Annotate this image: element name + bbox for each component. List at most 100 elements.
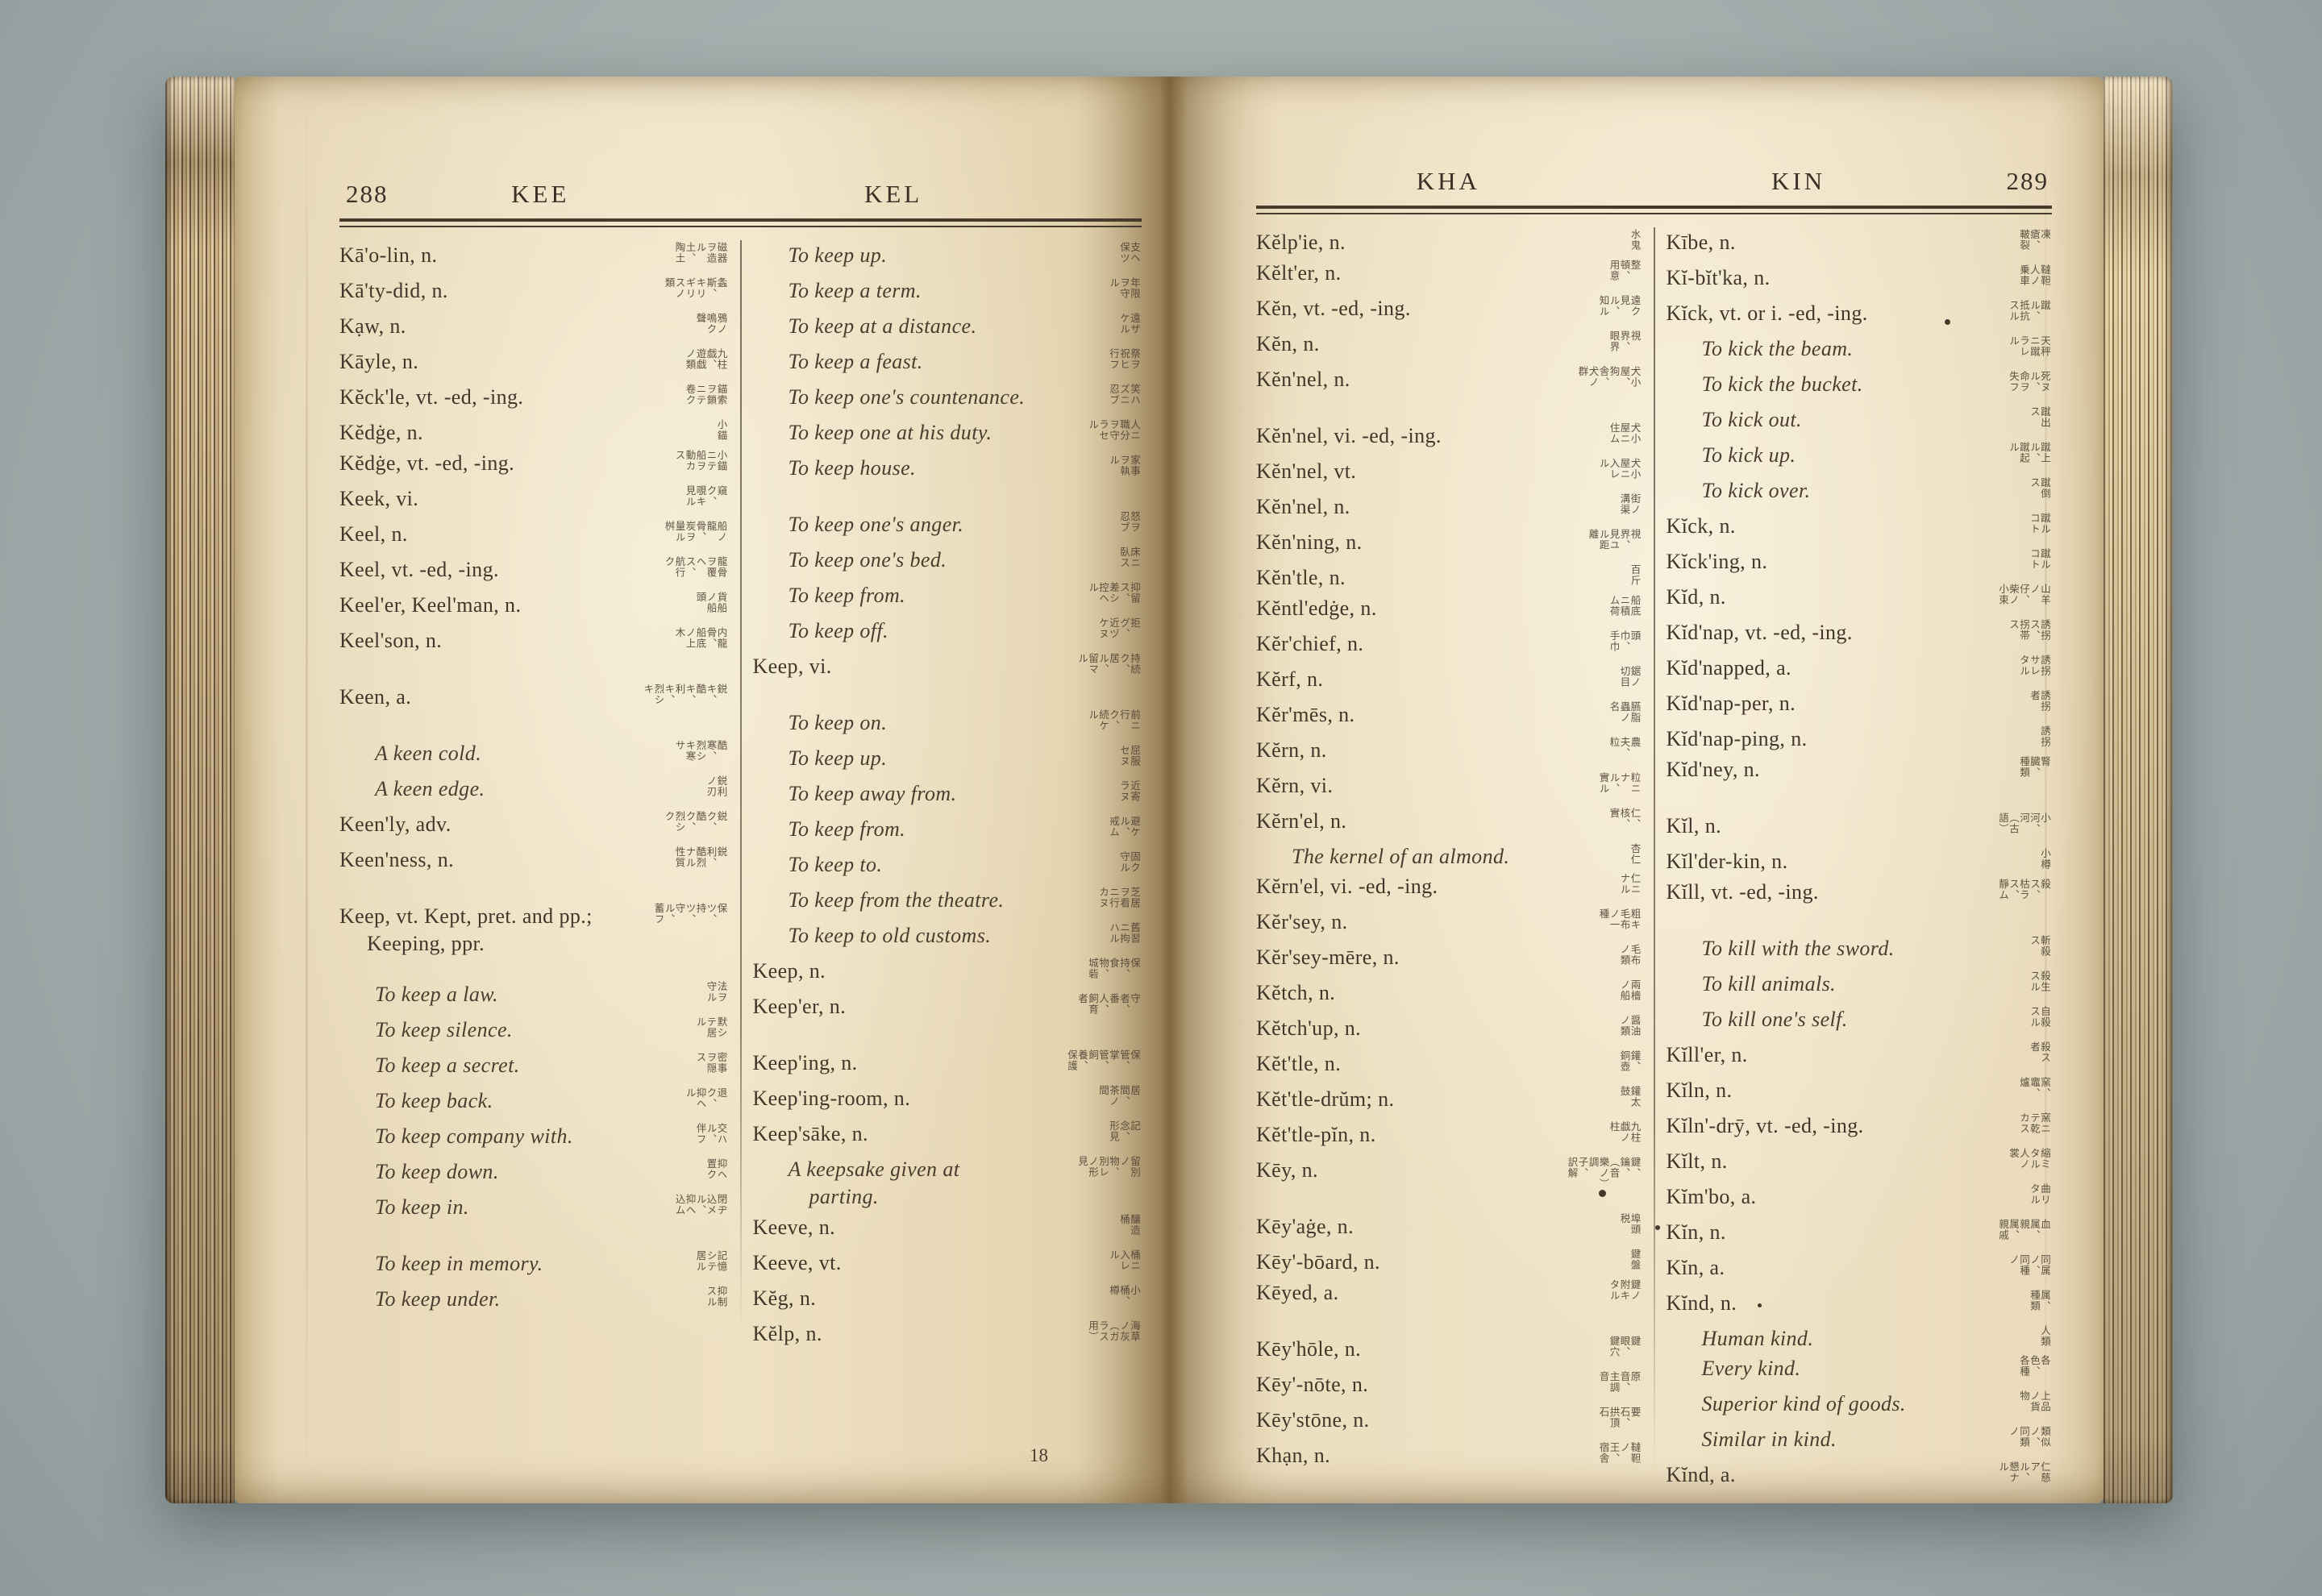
dictionary-entry: To kill animals. 殺生スル [1667, 969, 2053, 1004]
japanese-vertical-text: 屈服セヌ [1118, 745, 1141, 767]
guide-word-column1: KHA [1416, 167, 1480, 195]
entry-translation: 鋭キ、酷キ、利キ、烈シキ [597, 684, 729, 716]
entry-translation: 避ケル、戒ム [1039, 816, 1142, 848]
entry-translation: 仁、核、實 [1513, 808, 1642, 840]
dictionary-entry: Kĕn'nel, vi. -ed, -ing. 犬小屋ニ住ム [1256, 421, 1642, 456]
entry-translation: 笑ハズニ忍ブ [1039, 384, 1142, 416]
dictionary-entry: Kĕn'tle, n. 百斤 [1256, 563, 1642, 593]
dictionary-entry: To keep a term. 年限ヲ守ル [753, 276, 1142, 311]
dictionary-entry: Kĭnd, n. 属、種類 [1667, 1288, 2053, 1324]
dictionary-entry: Kāyle, n. 九柱戯、遊戯ノ類 [339, 347, 729, 382]
entry-headword: Kĭm'bo, a. [1666, 1184, 1757, 1208]
dictionary-entry: Kĭ-bĭt'ka, n. 韃靼人ノ乗車 [1667, 263, 2053, 298]
entry-translation: 舊習ニ拘ハル [1039, 922, 1142, 954]
entry-translation: 各色、各種 [1951, 1355, 2052, 1387]
japanese-vertical-text: 斬殺ス [2029, 934, 2051, 957]
japanese-vertical-text: 近寄ラヌ [1118, 780, 1141, 802]
japanese-vertical-text: 海草ノ灰（ガラス用） [1087, 1320, 1141, 1342]
entry-headword: To keep from. [788, 817, 906, 841]
entry-translation: 年限ヲ守ル [1039, 277, 1142, 310]
japanese-vertical-text: 殺ス者 [2029, 1041, 2051, 1063]
japanese-vertical-text: 窯、竈、爐 [2018, 1076, 2051, 1099]
japanese-vertical-text: 保持、食物、城砦 [1087, 958, 1141, 979]
dictionary-entry: Kībe, n. 凍瘡、皸裂 [1667, 227, 2053, 263]
entry-headword: Kĕck'le, vt. -ed, -ing. [339, 385, 524, 409]
guide-word-column2: KIN [1771, 167, 1826, 195]
dictionary-entry: Kạw, n. 鴉ノ鳴ク聲 [339, 311, 729, 347]
entry-translation: 視界、見ユル距離 [1513, 529, 1642, 561]
japanese-vertical-text: 人類 [2039, 1324, 2051, 1347]
entry-headword: To kill animals. [1701, 971, 1837, 995]
entry-headword: To keep up. [788, 746, 888, 770]
dictionary-entry: Kĭd, n. 山羊ノ仔、柴ノ小束 [1667, 582, 2053, 617]
right-page-column-2: Kībe, n. 凍瘡、皸裂 Kĭ-bĭt'ka, n. 韃靼人ノ乗車 Kĭck… [1667, 227, 2053, 1495]
entry-headword: Keel'son, n. [339, 628, 443, 652]
entry-translation: 山羊ノ仔、柴ノ小束 [1922, 584, 2052, 616]
dictionary-entry: To keep a secret. 密事ヲ隠ス [339, 1050, 729, 1086]
entry-translation: 人ニ職分ヲ守ラセル [1039, 419, 1142, 451]
dictionary-entry: To keep in. 閉ヂ込メル、抑ヘ込ム [339, 1192, 729, 1228]
dictionary-entry: To kick out. 蹴出ス [1667, 405, 2053, 440]
entry-headword: Kēy, n. [1256, 1158, 1318, 1182]
dictionary-entry: Kĕtch, n. 兩檣ノ船 [1256, 978, 1642, 1013]
signature-mark: 18 [1030, 1445, 1048, 1465]
dictionary-entry: Kĭn, a. 同属ノ、同種ノ [1667, 1253, 2053, 1288]
japanese-vertical-text: 腎臓、種類 [2018, 755, 2051, 778]
entry-headword: To keep to old customs. [788, 924, 992, 947]
entry-headword: To kick the bucket. [1701, 372, 1863, 396]
entry-translation: 血属、親属、親戚 [1922, 1219, 2052, 1251]
entry-translation: 醤油ノ類 [1513, 1015, 1642, 1047]
entry-headword: Kĕtch, n. [1256, 981, 1336, 1005]
entry-translation: 遠ク見ル、知ル [1513, 295, 1642, 327]
dictionary-entry: Keen'ly, adv. 鋭ク、酷ク、烈シク [339, 809, 729, 845]
dictionary-entry: Kĕrn, n. 農夫、粒 [1256, 735, 1642, 771]
entry-translation: 毛布ノ類 [1513, 944, 1642, 976]
entry-translation: 粒ニナル、實ル [1513, 772, 1642, 804]
dictionary-entry: Keep'sāke, n. 記念、形見 [753, 1119, 1142, 1154]
entry-headword: Kĕrn, n. [1256, 738, 1327, 762]
japanese-vertical-text: 床ニ臥ス [1118, 547, 1141, 568]
entry-headword: Kĭck'ing, n. [1666, 550, 1768, 573]
dictionary-entry: Human kind. 人類 [1667, 1324, 2053, 1354]
entry-headword: To keep in memory. [375, 1252, 543, 1276]
dictionary-entry: Kĕlt'er, n. 整頓、用意 [1256, 258, 1642, 293]
entry-translation: 内龍骨、船底ノ上木 [597, 627, 729, 659]
dictionary-entry: Kĭd'ney, n. 腎臓、種類 [1667, 754, 2053, 790]
dictionary-entry: Kĕr'sey-mēre, n. 毛布ノ類 [1256, 942, 1642, 978]
dictionary-entry: To keep company with. 交ハル、伴フ [339, 1121, 729, 1157]
japanese-vertical-text: 粒ニナル、實ル [1597, 771, 1642, 794]
entry-headword: Keep'er, n. [752, 995, 847, 1018]
entry-headword: To keep one's countenance. [788, 385, 1026, 409]
entry-translation: 小錨ニテ船ヲ動カス [597, 450, 729, 482]
entry-translation: 曲リタル [1922, 1183, 2052, 1216]
dictionary-entry: To kick up. 蹴上ル、蹴起ル [1667, 440, 2053, 476]
entry-translation: 仁ニナル [1513, 873, 1642, 905]
entry-translation: 農夫、粒 [1513, 737, 1642, 769]
entry-translation: 記念、形見 [1010, 1120, 1142, 1153]
entry-translation: 窺ク、覗キ見ル [597, 485, 729, 517]
entry-translation: 持続ク、居ル、留マル [1010, 653, 1142, 685]
japanese-vertical-text: 法ヲ守ル [705, 981, 728, 1004]
entry-headword: To keep at a distance. [788, 314, 977, 338]
dictionary-entry: To keep at a distance. 遠ザケル [753, 311, 1142, 347]
entry-headword: Kēy'-nōte, n. [1256, 1373, 1369, 1397]
japanese-vertical-text: 仁、核、實 [1608, 807, 1642, 829]
japanese-vertical-text: 錨索ヲ鎖ニテ卷ク [684, 384, 728, 405]
entry-headword: Kĕn'nel, n. [1256, 367, 1350, 391]
right-page-header: KHA KIN 289 [1256, 167, 2052, 204]
right-page-stack-edges [2104, 77, 2173, 1503]
japanese-vertical-text: 釀造桶 [1118, 1213, 1141, 1236]
japanese-vertical-text: 支ヘ保ツ [1118, 242, 1141, 264]
japanese-vertical-text: 百斤 [1629, 563, 1642, 586]
japanese-vertical-text: 原音、主調音 [1597, 1371, 1642, 1394]
dictionary-entry: To keep from. 抑留ス、差シ控ヘル [753, 580, 1142, 616]
entry-headword: Kĭnd, n. [1666, 1291, 1737, 1315]
japanese-vertical-text: 天秤ニ蹴ラレル [2008, 335, 2051, 357]
entry-translation: 船ノ龍骨、炭ヲ量ル桝 [597, 521, 729, 553]
dictionary-entry: Keep, vt. Kept, pret. and pp.; Keeping, … [339, 901, 729, 959]
dictionary-entry: Kĕdġe, vt. -ed, -ing. 小錨ニテ船ヲ動カス [339, 448, 729, 484]
japanese-vertical-text: 船ノ龍骨、炭ヲ量ル桝 [663, 520, 728, 542]
entry-translation: 鍵盤 [1513, 1249, 1642, 1270]
entry-headword: Kĭck, n. [1666, 514, 1736, 538]
entry-translation: 窯ニテ乾カス [1922, 1112, 2052, 1145]
